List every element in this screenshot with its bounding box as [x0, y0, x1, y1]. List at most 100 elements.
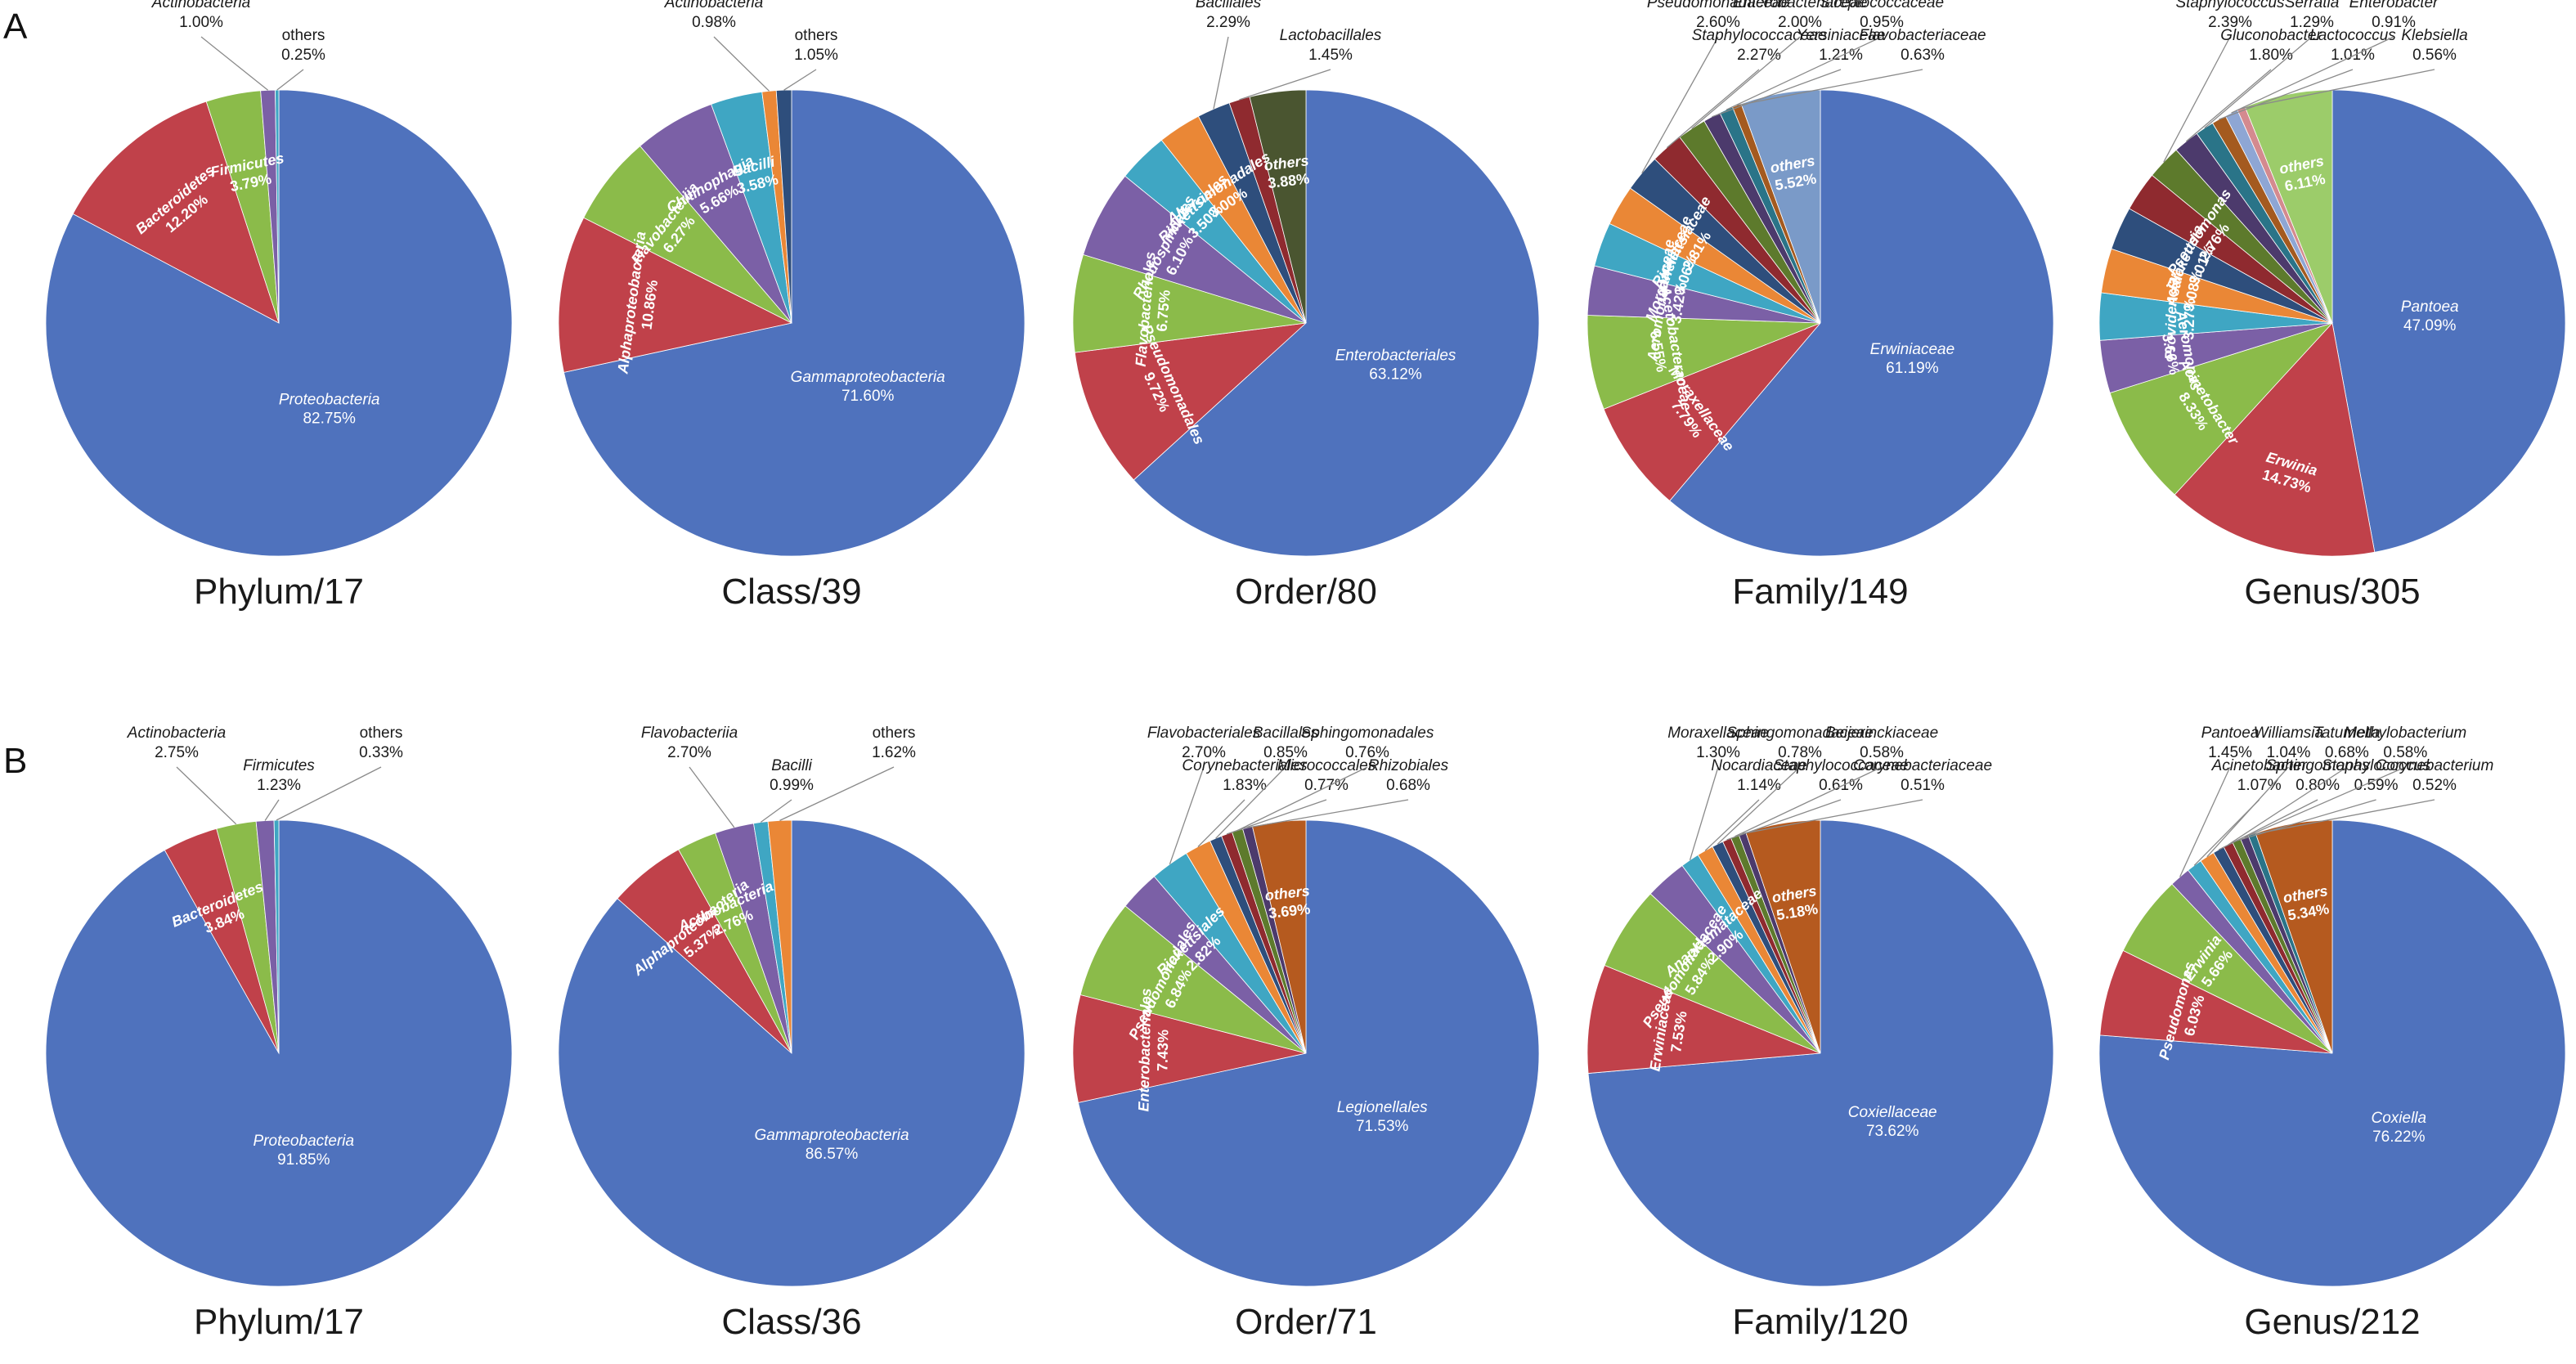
slice-percent-label: 76.22%	[2372, 1128, 2426, 1146]
leader-line	[276, 766, 382, 821]
callout-name: Sphingomonadaceae	[1726, 725, 1874, 742]
slice-name-label: Coxiella	[2372, 1110, 2427, 1127]
callout-percent: 0.78%	[1778, 744, 1822, 761]
callout-pantoea: Pantoea 1.45%	[2179, 725, 2260, 877]
callout-others: others 0.25%	[276, 27, 325, 91]
leader-line	[200, 36, 269, 91]
callout-percent: 1.23%	[257, 777, 301, 794]
callout-actinobacteria: Actinobacteria 1.00%	[151, 0, 269, 91]
leader-line	[713, 36, 770, 92]
slice-gammaproteobacteria	[563, 89, 1025, 557]
leader-line	[760, 799, 792, 823]
leader-line	[1215, 766, 1286, 839]
pie-a-family-149: Erwiniaceae61.19%Moraxellaceae7.79%Aceto…	[1586, 0, 2054, 612]
callout-name: Pseudomonadaceae	[1647, 0, 1789, 11]
callout-percent: 2.27%	[1737, 47, 1781, 64]
callout-rhizobiales: Rhizobiales 0.68%	[1247, 757, 1449, 828]
pie-b-order-71: Legionellales 71.53% Enterobacteriales 7.43…	[1072, 725, 1540, 1342]
callout-name: Beijerinckiaceae	[1825, 725, 1938, 742]
slice-label-proteobacteria: Proteobacteria 82.75%	[279, 392, 380, 428]
slice-percent-label: 86.57%	[806, 1146, 859, 1163]
slice-name-label: Gammaproteobacteria	[791, 369, 945, 386]
slice-erwiniaceae	[1669, 89, 2054, 557]
slice-name-label: Enterobacteriales	[1335, 347, 1456, 364]
slice-percent-label: 91.85%	[277, 1151, 330, 1169]
slice-percent-label: 63.12%	[1369, 366, 1422, 383]
slice-others	[1249, 89, 1307, 324]
callout-methylobacterium: Methylobacterium 0.58%	[2244, 725, 2466, 838]
slice-moraxellaceae	[1603, 322, 1821, 501]
callout-actinobacteria: Actinobacteria 0.98%	[664, 0, 770, 92]
callout-klebsiella: Klebsiella 0.56%	[2241, 27, 2468, 110]
pie-title: Order/80	[1235, 572, 1377, 612]
leader-line	[2163, 36, 2231, 163]
slice-label-providencia: Providencia 3.27%	[2162, 276, 2198, 361]
callout-percent: 1.62%	[872, 744, 916, 761]
callout-corynebacteriales: Corynebacteriales 1.83%	[1182, 757, 1308, 847]
callout-name: Enterobacter	[2349, 0, 2439, 11]
leader-line	[2228, 766, 2348, 846]
pie-title: Class/36	[721, 1302, 861, 1342]
callout-staphylococcus: Staphylococcus 0.59%	[2236, 757, 2431, 841]
slice-percent-label: 61.19%	[1886, 360, 1939, 377]
slice-percent-label: 47.09%	[2403, 317, 2457, 334]
leader-line	[1691, 36, 1801, 129]
callout-beijerinckiaceae: Beijerinckiaceae 0.58%	[1735, 725, 1938, 837]
leader-line	[1736, 69, 1923, 106]
callout-percent: 2.75%	[155, 744, 199, 761]
row-label-b: B	[3, 741, 28, 781]
callout-bacillales: Bacillales 2.29%	[1196, 0, 1262, 110]
callout-others: others 1.05%	[783, 27, 838, 91]
callout-pseudomonadaceae: Pseudomonadaceae 2.60%	[1641, 0, 1789, 174]
callout-sphingomonadales: Sphingomonadales 0.76%	[1236, 725, 1434, 832]
callout-name: Williamsia	[2254, 725, 2323, 742]
slice-name-label: Proteobacteria	[279, 392, 380, 409]
callout-name: Enterobacteriaceae	[1733, 0, 1868, 11]
callout-streptococcaceae: Streptococcaceae 0.95%	[1726, 0, 1944, 110]
leader-line	[1735, 766, 1883, 837]
callout-bacillales: Bacillales 0.85%	[1215, 725, 1319, 839]
callout-percent: 0.52%	[2412, 777, 2457, 794]
pie-title: Order/71	[1235, 1302, 1377, 1342]
callout-percent: 1.45%	[1308, 47, 1353, 64]
callout-name: Corynebacteriales	[1182, 757, 1308, 774]
callout-flavobacteriia: Flavobacteriia 2.70%	[641, 725, 738, 828]
callout-enterobacteriaceae: Enterobacteriaceae 2.00%	[1691, 0, 1868, 129]
leader-line	[2219, 69, 2354, 120]
callout-bacilli: Bacilli 0.99%	[760, 757, 814, 823]
callout-name: others	[795, 27, 838, 44]
callout-name: Moraxellaceae	[1667, 725, 1769, 742]
callout-percent: 0.76%	[1345, 744, 1389, 761]
callout-percent: 0.95%	[1860, 14, 1904, 31]
callout-name: Yersiniaceae	[1797, 27, 1886, 44]
callout-percent: 0.68%	[1386, 777, 1430, 794]
callout-sphingomonadaceae: Sphingomonadaceae 0.78%	[1717, 725, 1874, 845]
pie-title: Phylum/17	[194, 572, 364, 612]
callout-name: Bacilli	[771, 757, 812, 774]
leader-line	[783, 69, 817, 91]
callout-percent: 1.14%	[1737, 777, 1781, 794]
leader-line	[2206, 766, 2289, 858]
callout-percent: 0.63%	[1901, 47, 1945, 64]
callout-enterobacter: Enterobacter 0.91%	[2231, 0, 2439, 114]
callout-name: others	[360, 725, 403, 742]
slice-name-label: Coxiellaceae	[1848, 1104, 1937, 1121]
pie-a-phylum-17: Proteobacteria82.75%Bacteroidetes12.20%F…	[45, 0, 513, 612]
callout-percent: 0.58%	[1860, 744, 1904, 761]
leader-line	[276, 69, 304, 91]
callout-name: Pantoea	[2201, 725, 2260, 742]
leader-line	[1717, 766, 1801, 845]
leader-line	[689, 766, 735, 828]
callout-name: Bacillales	[1196, 0, 1262, 11]
slice-name-label: Legionellales	[1337, 1099, 1428, 1116]
callout-name: Nocardiaceae	[1711, 757, 1806, 774]
leader-line	[1239, 69, 1331, 101]
slice-others	[1745, 819, 1821, 1054]
callout-name: Staphylococcaceae	[1692, 27, 1827, 44]
pie-b-family-120: Coxiellaceae73.62%Erwiniaceae7.53%Pseudo…	[1586, 725, 2054, 1342]
slice-flavobacteriales	[1072, 254, 1307, 353]
slice-label-gammaproteobacteria: Gammaproteobacteria 71.60%	[791, 369, 945, 405]
slice-acetobacteraceae	[1586, 315, 1821, 410]
callout-name: Methylobacterium	[2344, 725, 2466, 742]
slice-enterobacteriales	[1072, 994, 1307, 1103]
